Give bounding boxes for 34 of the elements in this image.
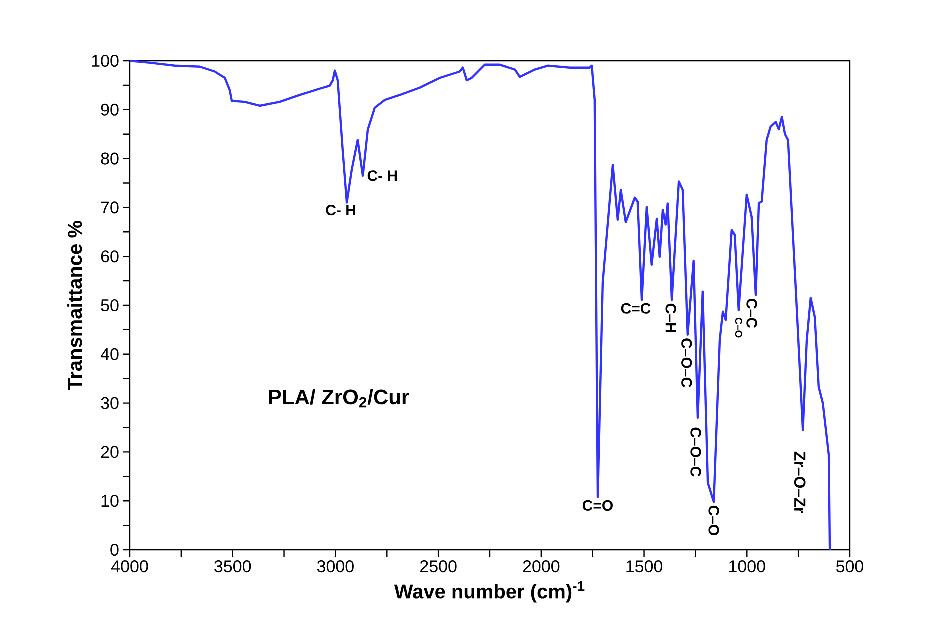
annotation: C–H [666, 304, 676, 332]
x-tick-label: 1000 [730, 560, 766, 573]
y-tick-label: 80 [101, 152, 119, 165]
y-tick-label: 90 [101, 104, 119, 116]
x-tick-label: 4000 [111, 560, 148, 573]
y-tick-label: 20 [101, 446, 119, 458]
y-tick-label: 60 [101, 250, 119, 263]
x-tick-label: 3500 [214, 560, 252, 573]
annotation: C–O [708, 506, 720, 536]
annotation: C- H [326, 205, 356, 216]
y-tick-label: 100 [92, 54, 119, 68]
y-tick-label: 30 [101, 397, 119, 410]
annotation: PLA/ ZrO$_{2}$/Cur [269, 389, 410, 408]
y-tick-label: 70 [101, 202, 119, 214]
y-tick-label: 10 [102, 495, 119, 508]
annotation: C=O [582, 500, 613, 512]
annotation: C- H [368, 170, 398, 182]
x-tick-label: 2000 [523, 560, 560, 573]
annotation: C=C [621, 303, 651, 314]
annotation: C–O [735, 318, 742, 338]
y-axis-title: Transmaittance % [68, 221, 82, 390]
x-tick-label: 3000 [317, 560, 354, 573]
line-series [128, 60, 832, 552]
x-tick-label: 2500 [420, 560, 457, 573]
x-tick-label: 1500 [626, 560, 663, 573]
y-tick-label: 0 [110, 544, 119, 556]
x-axis-title: Wave number (cm)$^{-1}$ [394, 581, 585, 603]
x-tick-label: 500 [836, 560, 864, 573]
annotation: Zr–O–Zr [794, 452, 806, 514]
y-tick-label: 50 [101, 299, 119, 312]
annotation: C–C [746, 299, 758, 328]
y-tick-label: 40 [100, 348, 119, 360]
annotation: C–O–C [682, 338, 692, 388]
annotation: C–O–C [690, 428, 702, 477]
